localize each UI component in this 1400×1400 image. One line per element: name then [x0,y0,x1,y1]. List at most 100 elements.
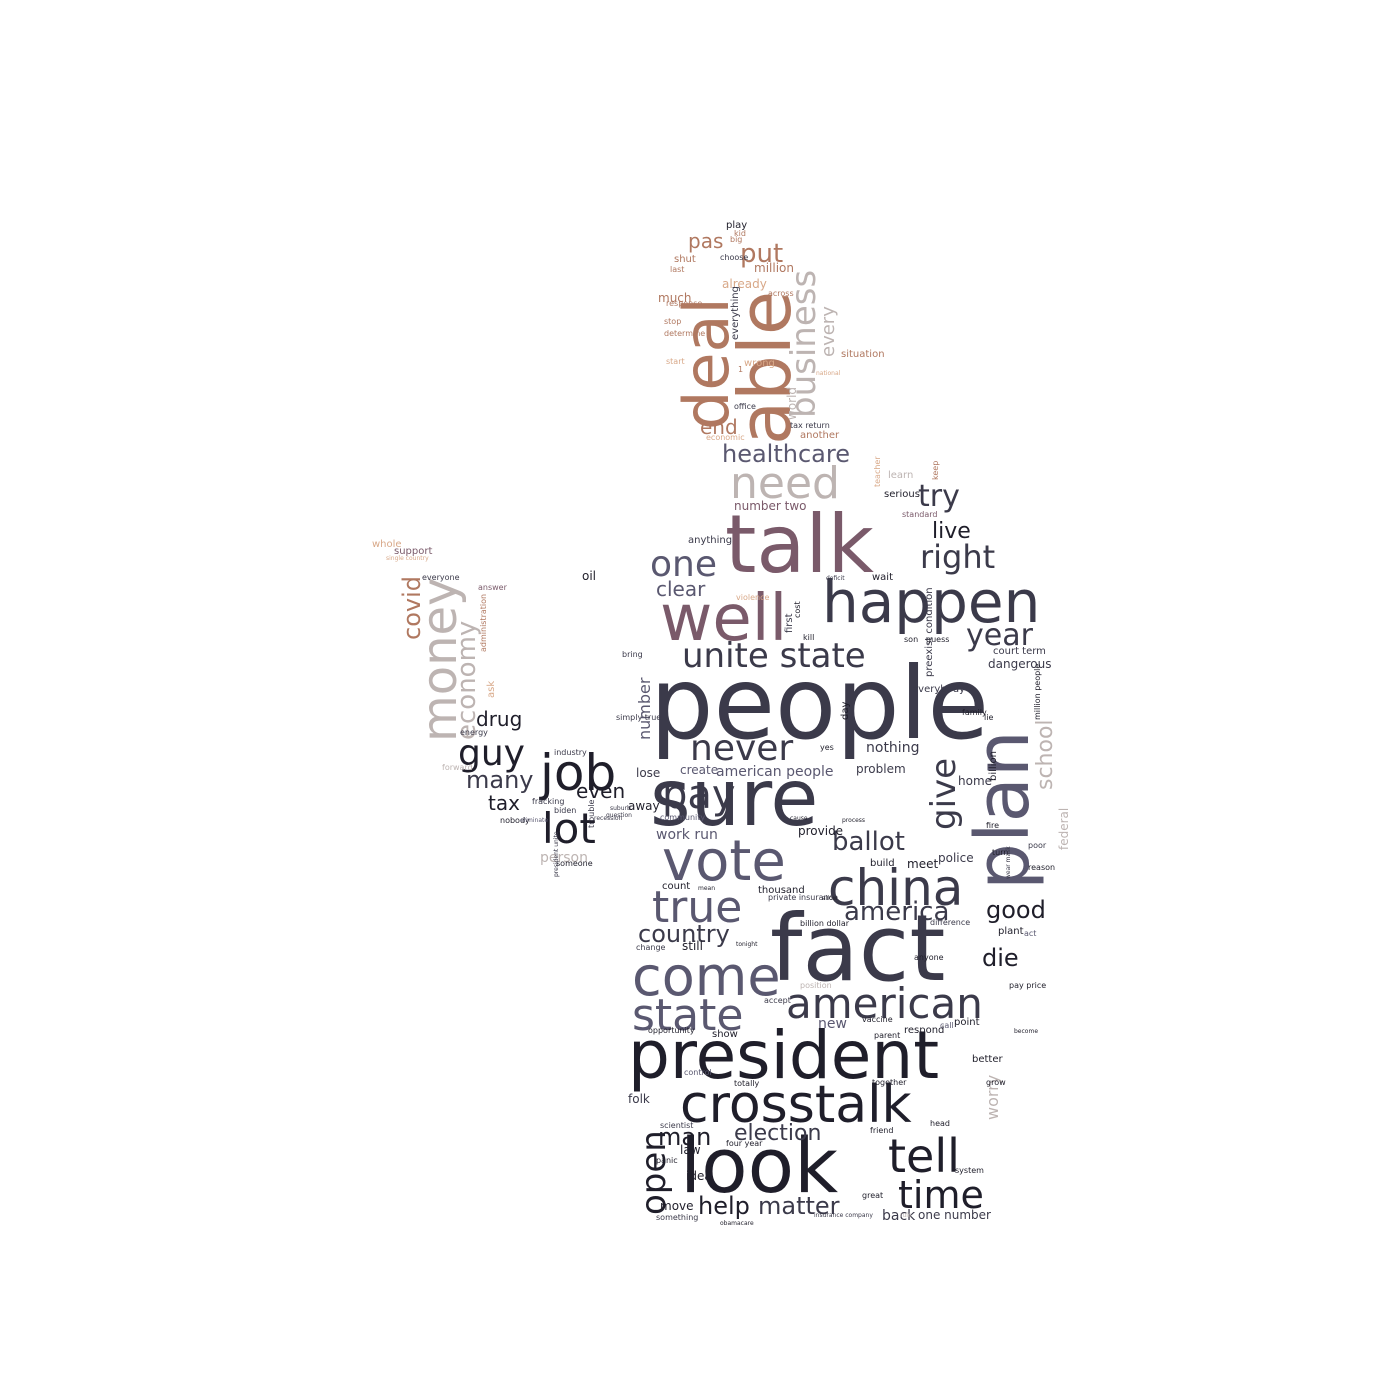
word-question: question [606,812,632,819]
word-healthcare: healthcare [722,440,850,468]
word-support: support [394,546,432,557]
word-respond: respond [904,1025,944,1036]
word-still: still [682,939,703,953]
word-parent: parent [874,1031,900,1040]
word-plant: plant [998,926,1024,937]
word-person: person [540,850,588,866]
word-opportunity: opportunity [648,1026,695,1035]
word-everyone: everyone [422,573,460,582]
word-position: position [800,981,832,990]
word-drug: drug [476,707,522,731]
word-election: election [734,1121,821,1146]
word-scientist: scientist [660,1121,693,1130]
word-serious: serious [884,489,920,500]
word-clear: clear [656,577,706,601]
word-time: time [898,1173,984,1217]
word-need: need [730,458,840,509]
word-vote: vote [662,829,786,894]
word-1: 1 [738,365,743,374]
word-forward: forward [442,763,473,772]
word-money: money [412,578,468,742]
word-able: able [723,291,807,445]
word-business: business [784,270,824,418]
word-violence: violence [736,593,769,602]
word-friend: friend [870,1126,893,1135]
word-idea: idea [686,1169,712,1183]
word-administration: administration [479,594,488,652]
word-true: true [652,882,742,933]
word-biden: biden [554,806,576,815]
word-ask: ask [486,681,497,698]
word-response: response [666,299,702,308]
word-guy: guy [458,733,525,774]
word-build: build [870,858,895,869]
word-plan: plan [960,730,1046,890]
word-world: world [785,387,799,420]
word-come: come [632,945,781,1008]
word-grow: grow [986,1078,1006,1087]
word-single-country: single country [386,555,429,562]
word-private-insurance: private insurance [768,893,838,902]
word-someone: someone [556,859,593,868]
word-shut: shut [674,254,696,265]
word-never: never [690,728,793,769]
word-president: president [628,1017,939,1094]
word-country: country [638,920,730,948]
word-man: man [658,1123,711,1151]
word-trouble: trouble [587,799,596,828]
word-recession: recession [594,815,623,822]
word-big: big [730,235,742,244]
word-across: across [768,289,794,298]
word-matter: matter [758,1192,840,1220]
word-right: right [920,538,995,576]
word-oil: oil [582,569,596,583]
word-talk: talk [725,498,875,591]
word-together: together [872,1078,907,1087]
word-dangerous: dangerous [988,657,1051,671]
word-start: start [666,357,685,366]
word-home: home [958,774,992,788]
word-office: office [734,402,756,411]
word-simply-true: simply true [616,713,661,722]
word-put: put [740,239,783,269]
word-stop: stop [664,317,681,326]
word-everybody: everybody [912,684,965,695]
word-billion: billion [988,751,999,781]
word-become: become [1014,1028,1038,1035]
word-pay-price: pay price [1009,981,1046,990]
word-call: call [940,1021,954,1030]
word-act: act [1024,929,1036,938]
word-one: one [650,544,717,585]
word-create: create [680,763,718,777]
word-even: even [576,779,625,803]
word-kid: kid [734,229,746,238]
word-everything: everything [730,286,741,340]
word-already: already [722,277,767,291]
word-keep: keep [931,461,940,480]
word-bring: bring [622,650,643,659]
word-turn: turn [992,848,1008,857]
word-answer: answer [478,583,508,592]
word-energy: energy [460,728,488,737]
word-industry: industry [554,748,587,757]
word-point: point [954,1017,980,1028]
word-work-run: work run [656,827,718,843]
word-obamacare: obamacare [720,1220,754,1227]
word-american: american [786,979,983,1028]
word-nobody: nobody [500,816,530,825]
word-allow: allow [822,895,838,902]
word-well: well [660,582,787,656]
word-control: control [684,1068,712,1077]
word-end: end [700,415,738,439]
word-fracking: fracking [532,797,564,806]
word-america: america [844,897,949,927]
word-ballot: ballot [832,827,905,857]
word-another: another [800,430,840,441]
word-good: good [986,896,1046,924]
word-son: son [904,635,918,644]
word-problem: problem [856,762,906,776]
word-change: change [636,943,666,952]
word-choose: choose [720,253,748,262]
word-something: something [656,1213,698,1222]
